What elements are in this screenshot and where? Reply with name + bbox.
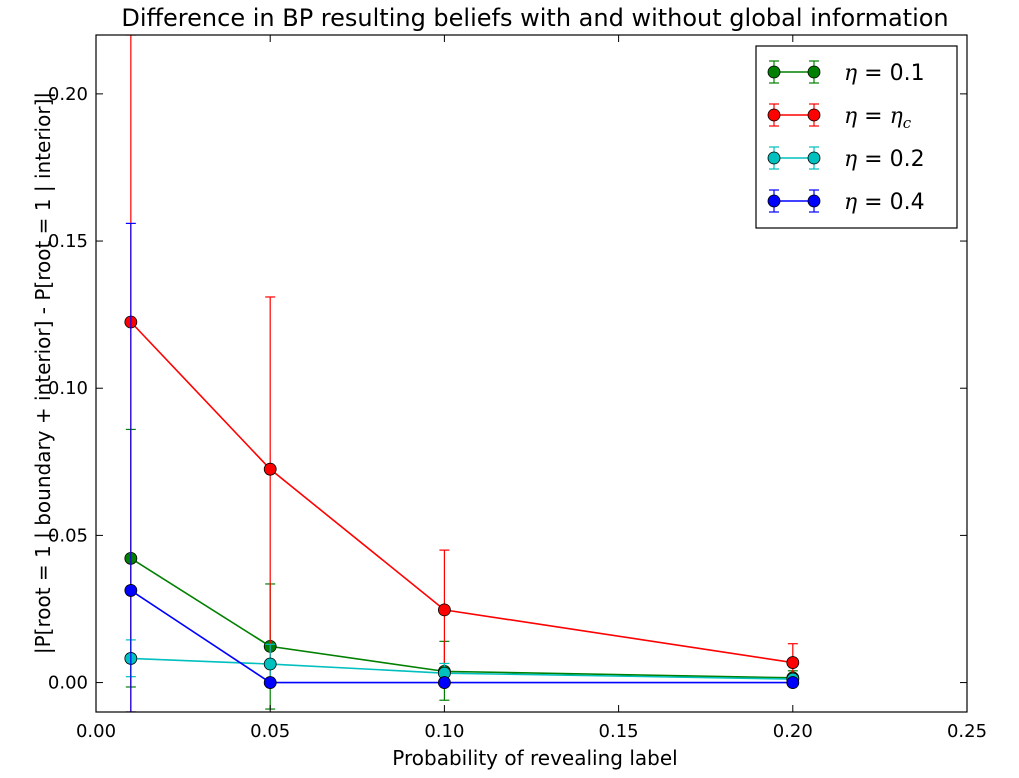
y-tick-label: 0.15 xyxy=(48,231,88,252)
y-tick-label: 0.05 xyxy=(48,525,88,546)
legend-label: η = 0.4 xyxy=(844,190,925,215)
plot-frame xyxy=(95,34,968,713)
legend-box xyxy=(755,45,958,229)
y-tick-label: 0.10 xyxy=(48,378,88,399)
x-tick-label: 0.20 xyxy=(773,721,813,742)
legend-marker xyxy=(807,108,821,122)
legend-marker xyxy=(767,108,781,122)
x-axis-label: Probability of revealing label xyxy=(392,746,677,770)
series-2 xyxy=(124,35,800,712)
axes: 0.00 0.05 0.10 0.15 0.20 0.25 0.00 0.05 0.10 0.15… xyxy=(48,34,987,742)
plot-clip-group xyxy=(124,35,800,712)
series-line xyxy=(130,657,793,680)
y-axis-label: |P[root = 1 | boundary + interior] - P[r… xyxy=(31,92,55,654)
legend-item: η = ηc xyxy=(767,103,912,132)
legend-label: η = 0.2 xyxy=(844,147,925,172)
legend-marker xyxy=(807,65,821,79)
legend-item: η = 0.4 xyxy=(767,189,925,215)
legend: η = 0.1 η = ηc η = 0.2 η = 0.4 xyxy=(755,45,958,229)
data-point xyxy=(437,676,451,689)
plot-area xyxy=(124,35,800,712)
series-line xyxy=(130,557,793,679)
data-point xyxy=(124,584,138,597)
x-tick-label: 0.25 xyxy=(947,721,987,742)
chart-title: Difference in BP resulting beliefs with … xyxy=(121,4,948,32)
series-line xyxy=(130,589,793,684)
series-1 xyxy=(124,428,800,710)
data-point xyxy=(786,676,800,689)
legend-marker xyxy=(767,194,781,208)
legend-marker xyxy=(807,151,821,165)
x-tick-label: 0.15 xyxy=(599,721,639,742)
data-point xyxy=(437,603,451,617)
data-point xyxy=(263,462,277,476)
data-point xyxy=(263,676,277,689)
y-tick-label: 0.00 xyxy=(48,673,88,694)
legend-marker xyxy=(767,151,781,165)
series-line xyxy=(130,321,793,664)
series-4 xyxy=(124,222,800,712)
legend-item: η = 0.2 xyxy=(767,146,925,172)
series-3 xyxy=(124,639,800,686)
data-point xyxy=(786,656,800,669)
x-tick-label: 0.10 xyxy=(424,721,464,742)
legend-marker xyxy=(767,65,781,79)
x-tick-label: 0.05 xyxy=(250,721,290,742)
x-tick-label: 0.00 xyxy=(76,721,116,742)
legend-label: η = 0.1 xyxy=(844,61,925,86)
data-point xyxy=(263,657,277,671)
legend-item: η = 0.1 xyxy=(767,60,925,86)
y-tick-label: 0.20 xyxy=(48,84,88,105)
legend-label: η = ηc xyxy=(844,104,912,132)
legend-marker xyxy=(807,194,821,208)
